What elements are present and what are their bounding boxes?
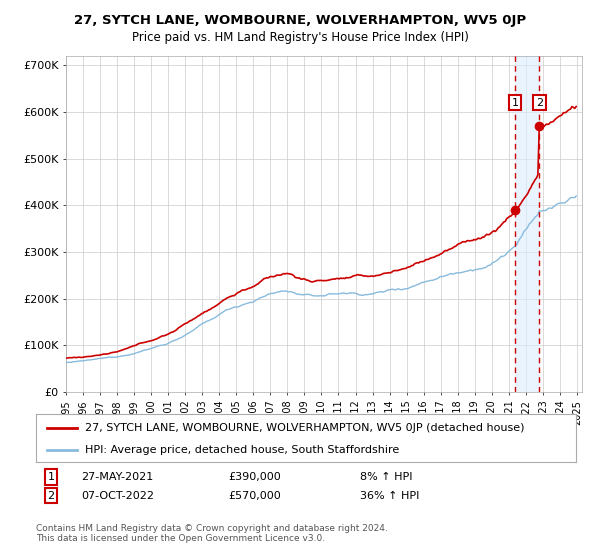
Text: 8% ↑ HPI: 8% ↑ HPI xyxy=(360,472,413,482)
Text: 1: 1 xyxy=(512,97,518,108)
Bar xyxy=(515,56,539,392)
Text: 27, SYTCH LANE, WOMBOURNE, WOLVERHAMPTON, WV5 0JP: 27, SYTCH LANE, WOMBOURNE, WOLVERHAMPTON… xyxy=(74,14,526,27)
Text: Price paid vs. HM Land Registry's House Price Index (HPI): Price paid vs. HM Land Registry's House … xyxy=(131,31,469,44)
Text: 07-OCT-2022: 07-OCT-2022 xyxy=(81,491,154,501)
Text: Contains HM Land Registry data © Crown copyright and database right 2024.
This d: Contains HM Land Registry data © Crown c… xyxy=(36,524,388,543)
Text: 1: 1 xyxy=(47,472,55,482)
Text: £570,000: £570,000 xyxy=(228,491,281,501)
Text: 27, SYTCH LANE, WOMBOURNE, WOLVERHAMPTON, WV5 0JP (detached house): 27, SYTCH LANE, WOMBOURNE, WOLVERHAMPTON… xyxy=(85,423,524,433)
Text: £390,000: £390,000 xyxy=(228,472,281,482)
Text: HPI: Average price, detached house, South Staffordshire: HPI: Average price, detached house, Sout… xyxy=(85,445,399,455)
Text: 2: 2 xyxy=(47,491,55,501)
Text: 2: 2 xyxy=(536,97,543,108)
Text: 27-MAY-2021: 27-MAY-2021 xyxy=(81,472,153,482)
Text: 36% ↑ HPI: 36% ↑ HPI xyxy=(360,491,419,501)
